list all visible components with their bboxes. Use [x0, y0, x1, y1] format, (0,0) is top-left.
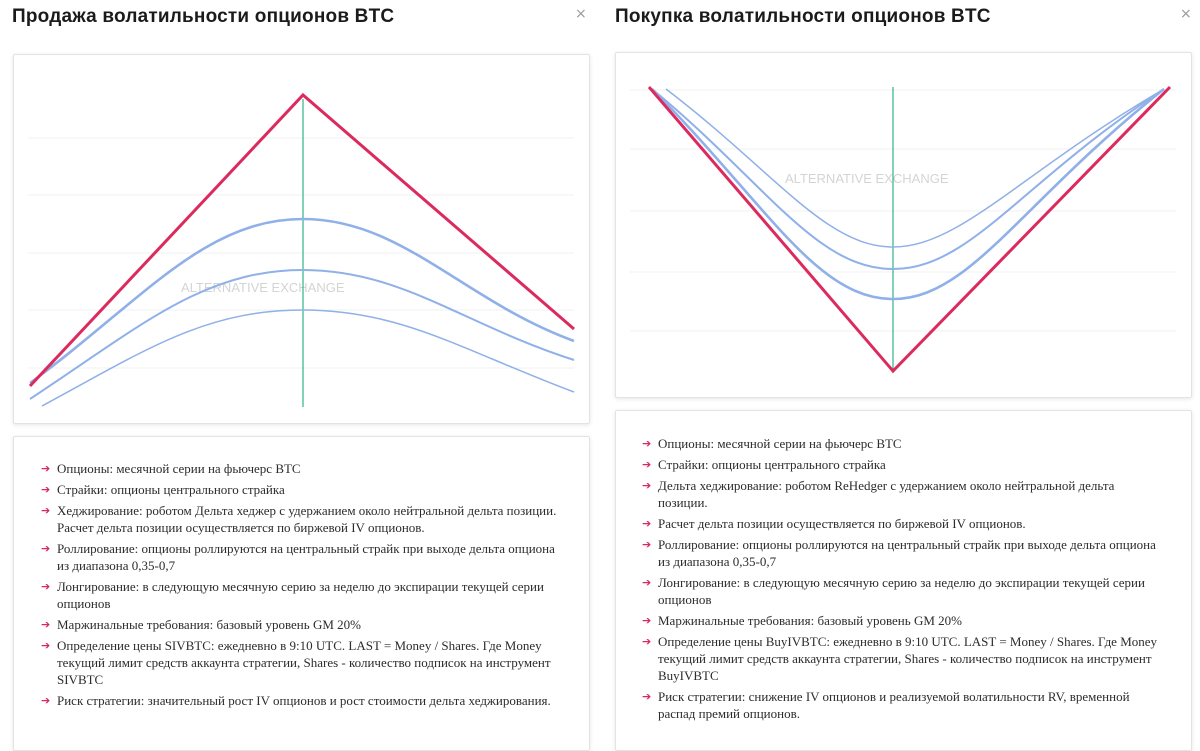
close-icon[interactable]: ×	[575, 6, 587, 22]
list-item: ➔ Риск стратегии: значительный рост IV оп…	[41, 693, 551, 708]
arrow-right-icon: ➔	[642, 538, 652, 551]
strategy-details-list: ➔ Опционы: месячной серии на фьючерс BTC …	[616, 411, 1191, 722]
arrow-right-icon: ➔	[41, 483, 51, 496]
chart-gridlines	[28, 137, 574, 369]
list-item: ➔ Страйки: опционы центрального страйка	[41, 482, 285, 497]
value-curve-2	[651, 88, 1165, 271]
arrow-right-icon: ➔	[642, 458, 652, 471]
arrow-right-icon: ➔	[642, 635, 652, 648]
arrow-right-icon: ➔	[642, 479, 652, 492]
list-item: ➔ Роллирование: опционы роллируются на це…	[41, 541, 555, 573]
arrow-right-icon: ➔	[41, 618, 51, 631]
arrow-right-icon: ➔	[642, 517, 652, 530]
list-item: ➔ Маржинальные требования: базовый уровен…	[642, 613, 962, 628]
arrow-right-icon: ➔	[41, 504, 51, 517]
payoff-chart-card: ALTERNATIVE EXCHANGE	[13, 54, 590, 424]
arrow-right-icon: ➔	[642, 614, 652, 627]
arrow-right-icon: ➔	[41, 542, 51, 555]
list-item: ➔ Лонгирование: в следующую месячную сери…	[41, 579, 544, 611]
arrow-right-icon: ➔	[642, 437, 652, 450]
list-item: ➔ Страйки: опционы центрального страйка	[642, 457, 886, 472]
payoff-chart: ALTERNATIVE EXCHANGE	[630, 85, 1176, 374]
list-item: ➔ Риск стратегии: снижение IV опционов и …	[642, 689, 1130, 721]
arrow-right-icon: ➔	[642, 690, 652, 703]
arrow-right-icon: ➔	[41, 639, 51, 652]
list-item: ➔ Хеджирование: роботом Дельта хеджер с у…	[41, 503, 557, 535]
list-item: ➔ Лонгирование: в следующую месячную сери…	[642, 575, 1145, 607]
list-item: ➔ Дельта хеджирование: роботом ReHedger с…	[642, 478, 1115, 510]
watermark-text: ALTERNATIVE EXCHANGE	[785, 171, 949, 186]
value-curve-1	[29, 217, 575, 385]
value-curve-2	[29, 268, 575, 400]
arrow-right-icon: ➔	[642, 576, 652, 589]
arrow-right-icon: ➔	[41, 580, 51, 593]
list-item: ➔ Маржинальные требования: базовый уровен…	[41, 617, 361, 632]
buy-volatility-panel: Покупка волатильности опционов BTC × ALT…	[603, 0, 1193, 751]
payoff-chart-card: ALTERNATIVE EXCHANGE	[615, 52, 1192, 398]
chart-gridlines	[630, 89, 1176, 332]
strategy-details-card: ➔ Опционы: месячной серии на фьючерс BTC …	[13, 436, 590, 751]
list-item: ➔ Расчет дельта позиции осуществляется по…	[642, 516, 1026, 531]
value-curve-3	[665, 88, 1165, 248]
sell-volatility-panel: Продажа волатильности опционов BTC × ALT…	[0, 0, 590, 751]
panel-title: Продажа волатильности опционов BTC	[12, 6, 395, 27]
arrow-right-icon: ➔	[41, 462, 51, 475]
strategy-details-list: ➔ Опционы: месячной серии на фьючерс BTC …	[14, 437, 589, 709]
arrow-right-icon: ➔	[41, 694, 51, 707]
close-icon[interactable]: ×	[1180, 6, 1192, 22]
list-item: ➔ Роллирование: опционы роллируются на це…	[642, 537, 1156, 569]
value-curve-1	[651, 87, 1165, 301]
strategy-details-card: ➔ Опционы: месячной серии на фьючерс BTC …	[615, 410, 1192, 751]
watermark-text: ALTERNATIVE EXCHANGE	[181, 280, 345, 295]
value-curve-3	[41, 309, 575, 407]
payoff-line	[647, 85, 1172, 374]
list-item: ➔ Опционы: месячной серии на фьючерс BTC	[41, 461, 301, 476]
list-item: ➔ Опционы: месячной серии на фьючерс BTC	[642, 436, 902, 451]
list-item: ➔ Определение цены BuyIVBTC: ежедневно в …	[642, 634, 1158, 683]
payoff-chart: ALTERNATIVE EXCHANGE	[28, 92, 575, 407]
list-item: ➔ Определение цены SIVBTC: ежедневно в 9:…	[41, 638, 551, 687]
payoff-line	[28, 92, 575, 388]
panel-title: Покупка волатильности опционов BTC	[615, 6, 991, 27]
